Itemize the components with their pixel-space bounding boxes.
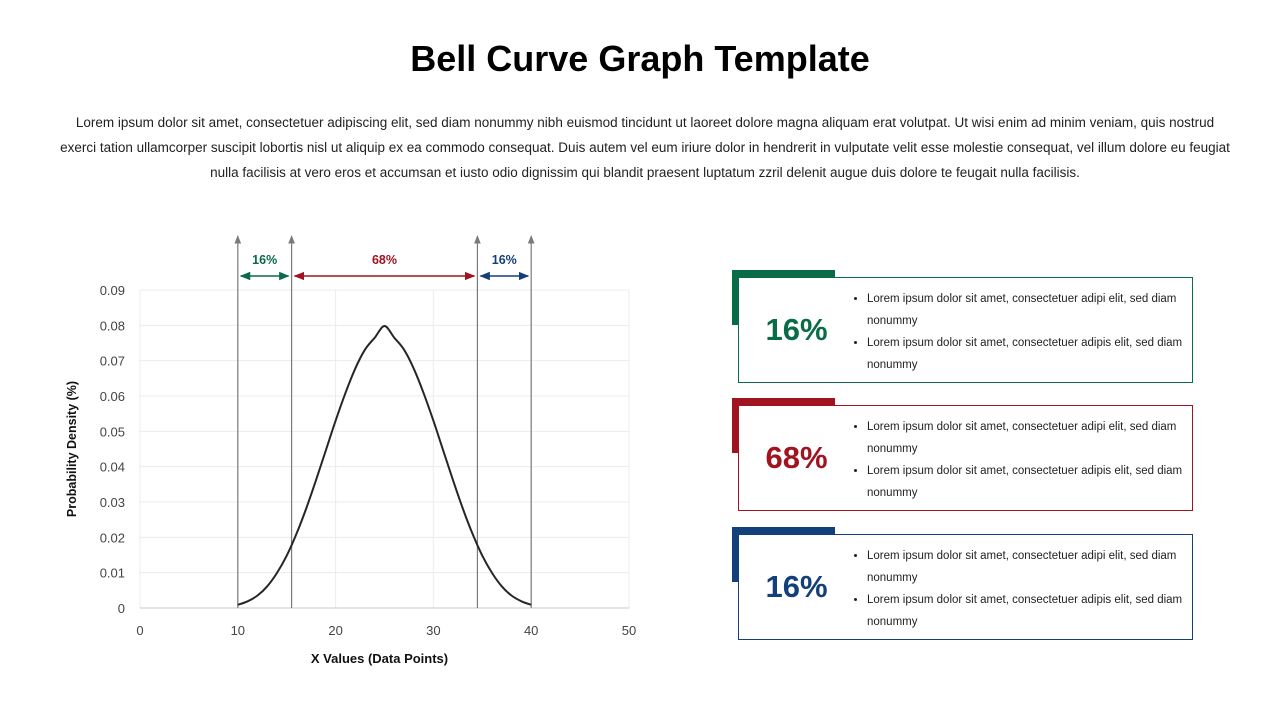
x-tick-label: 0 [136,623,143,638]
info-card: 16% Lorem ipsum dolor sit amet, consecte… [738,277,1193,383]
card-percentage: 16% [765,569,828,604]
y-tick-label: 0.09 [100,283,125,298]
card-bullet-list: Lorem ipsum dolor sit amet, consectetuer… [849,416,1197,504]
intro-paragraph: Lorem ipsum dolor sit amet, consectetuer… [60,115,1230,180]
card-bullet: Lorem ipsum dolor sit amet, consectetuer… [867,416,1197,460]
range-label: 16% [492,253,517,267]
x-tick-label: 10 [231,623,245,638]
x-tick-label: 20 [328,623,342,638]
y-tick-label: 0.05 [100,424,125,439]
card-bullet: Lorem ipsum dolor sit amet, consectetuer… [867,288,1197,332]
x-tick-label: 50 [622,623,636,638]
info-card: 68% Lorem ipsum dolor sit amet, consecte… [738,405,1193,511]
card-percentage: 16% [765,312,828,347]
x-tick-label: 40 [524,623,538,638]
card-bullet: Lorem ipsum dolor sit amet, consectetuer… [867,460,1197,504]
x-axis-title: X Values (Data Points) [311,651,448,666]
x-tick-label: 30 [426,623,440,638]
y-tick-label: 0.04 [100,460,125,475]
y-tick-label: 0.02 [100,530,125,545]
card-accent-tab [732,527,835,582]
info-card: 16% Lorem ipsum dolor sit amet, consecte… [738,534,1193,640]
y-tick-label: 0.06 [100,389,125,404]
y-tick-label: 0.01 [100,566,125,581]
page-title: Bell Curve Graph Template [410,38,870,79]
card-bullet: Lorem ipsum dolor sit amet, consectetuer… [867,332,1197,376]
range-label: 68% [372,253,397,267]
bell-curve-line [237,325,532,606]
card-percentage: 68% [765,440,828,475]
y-tick-label: 0.03 [100,495,125,510]
card-bullet-list: Lorem ipsum dolor sit amet, consectetuer… [849,545,1197,633]
y-tick-label: 0 [118,601,125,616]
card-bullet-list: Lorem ipsum dolor sit amet, consectetuer… [849,288,1197,376]
card-accent-tab [732,398,835,453]
y-tick-label: 0.07 [100,354,125,369]
range-label: 16% [252,253,277,267]
y-tick-label: 0.08 [100,318,125,333]
card-bullet: Lorem ipsum dolor sit amet, consectetuer… [867,589,1197,633]
card-accent-tab [732,270,835,325]
bell-curve-chart: 0 0.01 0.02 0.03 0.04 0.05 0.06 0.07 0.08 0.09 0 10… [65,235,636,666]
y-axis-title: Probability Density (%) [65,381,79,517]
card-bullet: Lorem ipsum dolor sit amet, consectetuer… [867,545,1197,589]
